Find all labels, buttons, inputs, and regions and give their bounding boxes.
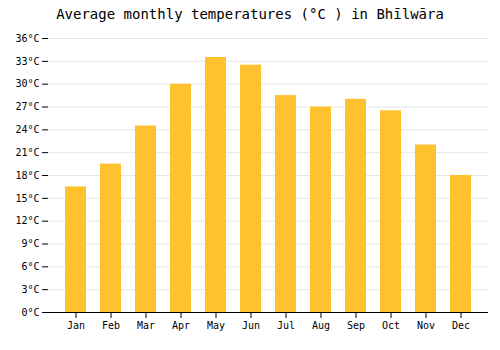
svg-text:18°C: 18°C	[15, 170, 39, 181]
svg-text:9°C: 9°C	[21, 238, 39, 249]
svg-text:6°C: 6°C	[21, 261, 39, 272]
svg-text:30°C: 30°C	[15, 78, 39, 89]
svg-text:27°C: 27°C	[15, 101, 39, 112]
svg-text:24°C: 24°C	[15, 124, 39, 135]
svg-text:0°C: 0°C	[21, 307, 39, 318]
html-text:Average monthly temperatures (: Average monthly temperatures (°C ) in Bh…	[56, 6, 444, 22]
svg-text:Apr: Apr	[172, 320, 190, 331]
svg-text:3°C: 3°C	[21, 284, 39, 295]
svg-text:Jan: Jan	[67, 320, 85, 331]
svg-text:Jul: Jul	[277, 320, 295, 331]
svg-text:Feb: Feb	[102, 320, 120, 331]
svg-text:12°C: 12°C	[15, 215, 39, 226]
svg-text:Mar: Mar	[137, 320, 155, 331]
svg-text:Oct: Oct	[382, 320, 400, 331]
svg-text:Aug: Aug	[312, 320, 330, 331]
svg-text:15°C: 15°C	[15, 193, 39, 204]
svg-text:Sep: Sep	[347, 320, 365, 331]
svg-text:Nov: Nov	[417, 320, 435, 331]
svg-text:33°C: 33°C	[15, 56, 39, 67]
svg-text:21°C: 21°C	[15, 147, 39, 158]
svg-text:36°C: 36°C	[15, 33, 39, 44]
svg-text:Dec: Dec	[452, 320, 470, 331]
svg-text:Jun: Jun	[242, 320, 260, 331]
svg-text:May: May	[207, 320, 225, 331]
